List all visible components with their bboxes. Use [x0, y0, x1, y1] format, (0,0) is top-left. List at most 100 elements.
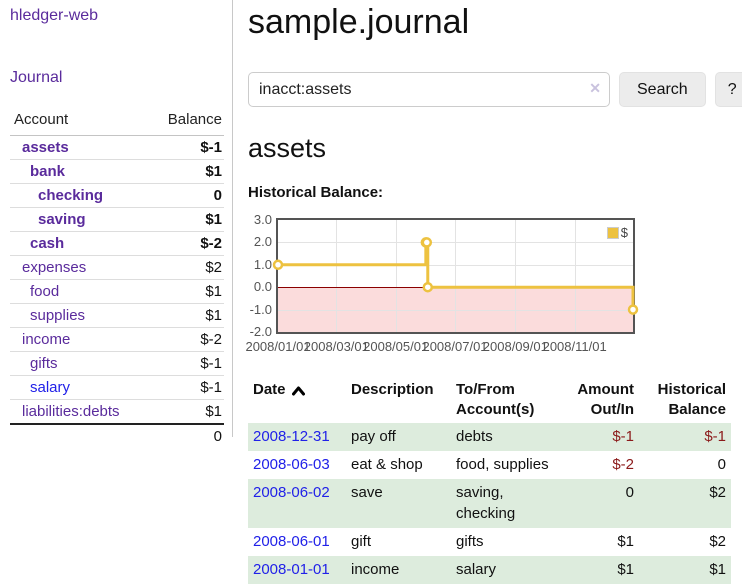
register-table-body: 2008-12-31 pay off debts $-1 $-1 2008-06-03 ea… — [248, 422, 731, 584]
transaction-date-link[interactable]: 2008-12-31 — [253, 427, 330, 445]
sidebar-account-link[interactable]: salary — [30, 379, 71, 396]
chart-title: Historical Balance: — [248, 184, 384, 201]
sidebar-account-balance: $1 — [148, 303, 224, 328]
transaction-amount: $1 — [617, 560, 634, 578]
chart-line-svg — [272, 237, 639, 315]
account-row: liabilities:debts $1 — [10, 399, 224, 424]
sidebar-account-balance: $-1 — [148, 351, 224, 376]
account-row: salary $-1 — [10, 375, 224, 400]
transaction-amount: $-2 — [612, 455, 634, 473]
transaction-balance: $1 — [709, 560, 726, 578]
chart-legend: $ — [606, 225, 628, 240]
sidebar-account-link[interactable]: saving — [38, 211, 86, 228]
accounts-header-balance: Balance — [148, 109, 224, 136]
sidebar-account-link[interactable]: liabilities:debts — [22, 403, 120, 420]
register-row: 2008-06-01 gift gifts $1 $2 — [248, 528, 731, 556]
transaction-description: pay off — [351, 427, 396, 445]
clear-search-icon[interactable]: ✕ — [589, 80, 601, 96]
app-title: hledger-web — [10, 7, 224, 25]
register-row: 2008-01-01 income salary $1 $1 — [248, 555, 731, 584]
sidebar-account-link[interactable]: cash — [30, 235, 65, 252]
sidebar-account-link[interactable]: income — [22, 331, 71, 348]
y-axis-tick-label: 3.0 — [253, 212, 272, 227]
sidebar-account-link[interactable]: bank — [30, 163, 66, 180]
accounts-header-account: Account — [10, 109, 149, 136]
y-axis-tick-label: -2.0 — [249, 324, 272, 339]
register-row: 2008-06-03 eat & shop food, supplies $-2 0 — [248, 451, 731, 479]
legend-label: $ — [620, 225, 628, 240]
transaction-accounts: salary — [456, 560, 497, 578]
y-axis-tick-label: 0.0 — [253, 279, 272, 295]
v-gridline — [574, 220, 576, 332]
transaction-balance: $-1 — [704, 427, 726, 445]
account-heading: assets — [248, 133, 327, 163]
x-axis-tick-label: 2008/07/01 — [422, 339, 488, 354]
account-row: gifts $-1 — [10, 351, 224, 376]
sidebar-account-link[interactable]: assets — [22, 139, 69, 156]
transaction-date-link[interactable]: 2008-06-02 — [253, 483, 330, 501]
sidebar-account-link[interactable]: food — [30, 283, 60, 300]
transaction-accounts: saving, checking — [456, 483, 516, 522]
transaction-amount: 0 — [625, 483, 634, 501]
register-header-balance: Historical Balance — [657, 381, 726, 419]
sidebar-account-balance: $-2 — [148, 231, 224, 256]
sidebar-account-link[interactable]: supplies — [30, 307, 86, 324]
sidebar-account-link[interactable]: gifts — [30, 355, 58, 372]
transaction-accounts: food, supplies — [456, 455, 549, 473]
accounts-total-row: 0 — [10, 423, 224, 448]
sidebar-account-balance: $1 — [148, 399, 224, 424]
accounts-total-balance: 0 — [148, 423, 224, 448]
transaction-accounts: gifts — [456, 532, 484, 550]
sidebar: hledger-web Journal Account Balance asse… — [0, 0, 233, 448]
register-header-date[interactable]: Date — [248, 378, 346, 423]
chart-plot-area: $ — [272, 218, 639, 334]
x-axis-tick-label: 2008/03/01 — [303, 339, 369, 354]
search-button[interactable]: Search — [619, 72, 706, 107]
x-axis-tick-label: 2008/09/01 — [482, 339, 548, 354]
transaction-date-link[interactable]: 2008-01-01 — [253, 560, 330, 578]
account-row: income $-2 — [10, 327, 224, 352]
v-gridline — [515, 220, 517, 332]
app-title-link[interactable]: hledger-web — [10, 7, 99, 24]
account-row: supplies $1 — [10, 303, 224, 328]
transaction-date-link[interactable]: 2008-06-03 — [253, 455, 330, 473]
transaction-balance: $2 — [709, 483, 726, 501]
x-axis-tick-label: 2008/01/01 — [245, 339, 311, 354]
sidebar-account-balance: $-1 — [148, 375, 224, 400]
sidebar-account-link[interactable]: checking — [38, 187, 104, 204]
help-button[interactable]: ? — [714, 72, 742, 107]
y-axis-tick-label: -1.0 — [249, 301, 272, 317]
transaction-accounts: debts — [456, 427, 493, 445]
main-content: sample.journal ✕ Search ? assets Histori… — [233, 0, 742, 584]
account-row: saving $1 — [10, 207, 224, 232]
register-header-description: Description — [351, 381, 434, 398]
transaction-description: income — [351, 560, 400, 578]
x-axis-tick-label: 2008/11/01 — [542, 339, 607, 354]
journal-nav: Journal — [10, 69, 224, 87]
register-header-date-label: Date — [253, 381, 286, 398]
sidebar-account-balance: $-1 — [200, 139, 222, 156]
sidebar-account-balance: $1 — [148, 207, 224, 232]
register-table: Date Description To/From Account(s) Amou… — [248, 378, 731, 584]
journal-link[interactable]: Journal — [10, 69, 63, 86]
account-row: bank $1 — [10, 159, 224, 184]
legend-swatch-icon — [606, 226, 619, 239]
transaction-balance: 0 — [717, 455, 726, 473]
transaction-date-link[interactable]: 2008-06-01 — [253, 532, 330, 550]
transaction-amount: $-1 — [612, 427, 634, 445]
historical-balance-chart: $ 3.0 2.0 1.0 0.0 -1.0 -2.0 2008/01/01 2008/03/… — [245, 212, 668, 355]
sidebar-account-balance: $-2 — [148, 327, 224, 352]
transaction-balance: $2 — [709, 532, 726, 550]
transaction-amount: $1 — [617, 532, 634, 550]
sidebar-account-link[interactable]: expenses — [22, 259, 87, 276]
sidebar-account-balance: $2 — [148, 255, 224, 280]
search-input[interactable] — [248, 72, 610, 107]
account-row: food $1 — [10, 279, 224, 304]
v-gridline — [455, 220, 456, 332]
accounts-table: Account Balance assets $-1 bank $1 checking 0… — [10, 109, 224, 448]
account-row: assets $-1 — [10, 136, 224, 160]
accounts-table-body: assets $-1 bank $1 checking 0 saving $1 cash $-2 e… — [10, 136, 224, 448]
page-title: sample.journal — [248, 3, 470, 41]
v-gridline — [395, 220, 397, 332]
sidebar-account-balance: $1 — [148, 159, 224, 184]
